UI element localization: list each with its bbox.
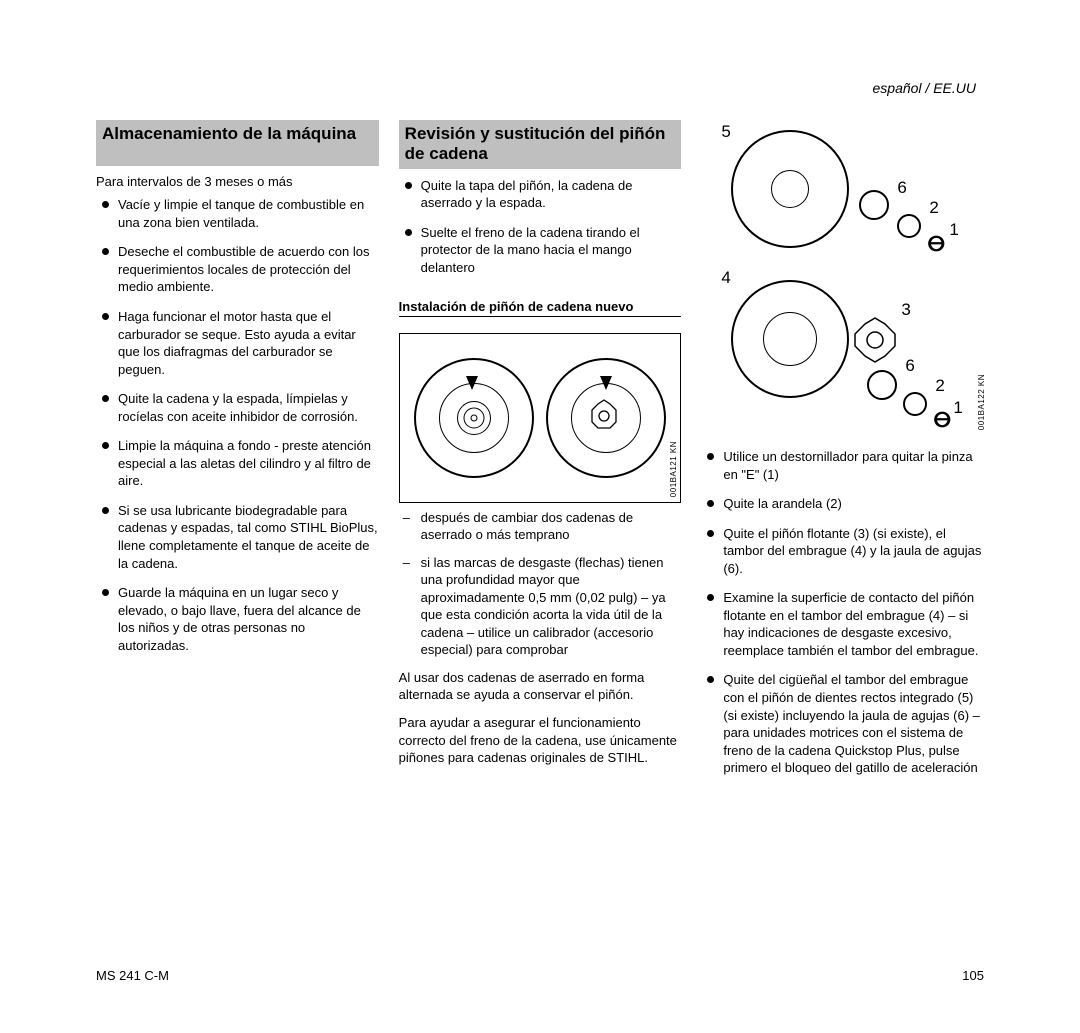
callout-1: 1 <box>949 220 958 240</box>
callout-6b: 6 <box>905 356 914 376</box>
list-item: Suelte el freno de la cadena tirando el … <box>399 224 682 277</box>
list-item: Si se usa lubricante biodegradable para … <box>96 502 379 572</box>
sprocket-top-list: Quite la tapa del piñón, la cadena de as… <box>399 177 682 289</box>
list-item: Deseche el combustible de acuerdo con lo… <box>96 243 379 296</box>
storage-title: Almacenamiento de la máquina <box>96 120 379 166</box>
list-item: Quite del cigüeñal el tambor del embragu… <box>701 671 984 776</box>
list-item: Quite la arandela (2) <box>701 495 984 513</box>
list-item: Utilice un destornillador para quitar la… <box>701 448 984 483</box>
list-item: Quite la cadena y la espada, límpielas y… <box>96 390 379 425</box>
figure-sprocket-wear: 001BA121 KN <box>399 333 682 503</box>
sprocket-title: Revisión y sustitución del piñón de cade… <box>399 120 682 169</box>
manual-page: español / EE.UU Almacenamiento de la máq… <box>0 0 1080 1033</box>
list-item: Guarde la máquina en un lugar seco y ele… <box>96 584 379 654</box>
list-item: Quite la tapa del piñón, la cadena de as… <box>399 177 682 212</box>
list-item: Examine la superficie de contacto del pi… <box>701 589 984 659</box>
column-sprocket: Revisión y sustitución del piñón de cade… <box>399 120 682 789</box>
list-item: después de cambiar dos cadenas de aserra… <box>399 509 682 544</box>
list-item: Haga funcionar el motor hasta que el car… <box>96 308 379 378</box>
storage-list: Vacíe y limpie el tanque de combustible … <box>96 196 379 666</box>
column-storage: Almacenamiento de la máquina Para interv… <box>96 120 379 789</box>
callout-3: 3 <box>901 300 910 320</box>
list-item: Limpie la máquina a fondo - preste atenc… <box>96 437 379 490</box>
callout-6: 6 <box>897 178 906 198</box>
page-language: español / EE.UU <box>873 80 977 96</box>
sprocket-dash-list: después de cambiar dos cadenas de aserra… <box>399 509 682 669</box>
list-item: Quite el piñón flotante (3) (si existe),… <box>701 525 984 578</box>
figure-code: 001BA122 KN <box>977 374 986 430</box>
callout-4: 4 <box>721 268 730 288</box>
list-item: Vacíe y limpie el tanque de combustible … <box>96 196 379 231</box>
callout-5: 5 <box>721 122 730 142</box>
install-subhead: Instalación de piñón de cadena nuevo <box>399 299 682 317</box>
footer-page-number: 105 <box>962 968 984 983</box>
content-columns: Almacenamiento de la máquina Para interv… <box>96 120 984 789</box>
page-footer: MS 241 C-M 105 <box>96 968 984 983</box>
sprocket-para-2: Para ayudar a asegurar el funcionamiento… <box>399 714 682 767</box>
column-exploded: ⴱ ⴱ 5 6 2 1 4 3 <box>701 120 984 789</box>
callout-2: 2 <box>929 198 938 218</box>
callout-1b: 1 <box>953 398 962 418</box>
callout-2b: 2 <box>935 376 944 396</box>
figure-exploded-view: ⴱ ⴱ 5 6 2 1 4 3 <box>701 120 984 440</box>
exploded-list: Utilice un destornillador para quitar la… <box>701 448 984 789</box>
footer-model: MS 241 C-M <box>96 968 169 983</box>
storage-intro: Para intervalos de 3 meses o más <box>96 174 379 190</box>
list-item: si las marcas de desgaste (flechas) tien… <box>399 554 682 659</box>
sprocket-para-1: Al usar dos cadenas de aserrado en forma… <box>399 669 682 704</box>
figure-code: 001BA121 KN <box>669 441 678 497</box>
